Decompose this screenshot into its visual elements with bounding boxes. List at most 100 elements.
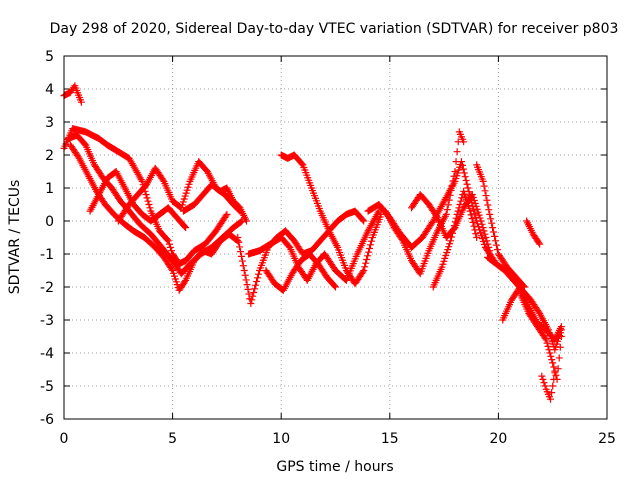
- data-point: [458, 161, 466, 169]
- series-trace-j: [277, 151, 385, 288]
- data-point: [463, 180, 471, 188]
- data-point: [548, 389, 556, 397]
- data-point: [249, 292, 257, 300]
- data-point: [470, 222, 478, 230]
- data-point: [481, 187, 489, 195]
- data-point: [486, 247, 494, 255]
- data-point: [439, 260, 447, 268]
- y-tick-label: -1: [40, 247, 54, 263]
- data-point: [452, 214, 460, 222]
- data-point: [240, 267, 248, 274]
- data-point: [550, 375, 558, 383]
- data-point: [480, 227, 488, 235]
- data-point: [443, 206, 451, 214]
- y-tick-label: 5: [45, 49, 54, 65]
- data-point: [242, 276, 250, 284]
- series-trace-t: [538, 369, 559, 403]
- series-trace-g: [179, 181, 250, 225]
- series-trace-d: [67, 141, 242, 294]
- data-point: [142, 191, 150, 199]
- data-point: [234, 234, 242, 241]
- data-point: [452, 158, 460, 166]
- data-point: [253, 278, 261, 285]
- data-point: [366, 245, 374, 252]
- series-trace-k: [262, 250, 339, 294]
- data-point: [539, 375, 547, 383]
- y-tick-label: -3: [40, 313, 54, 329]
- data-point: [548, 356, 556, 364]
- data-point: [143, 194, 151, 202]
- x-tick-label: 0: [60, 431, 69, 447]
- data-point: [251, 285, 259, 293]
- data-point: [453, 210, 461, 218]
- data-point: [481, 230, 489, 238]
- data-point: [458, 194, 466, 202]
- data-point: [332, 283, 339, 291]
- data-point: [182, 224, 190, 232]
- data-point: [493, 246, 501, 254]
- data-point: [536, 240, 544, 248]
- data-point: [445, 243, 453, 251]
- data-point: [250, 289, 258, 296]
- data-point: [475, 211, 483, 219]
- data-point: [479, 238, 487, 246]
- data-point: [254, 274, 262, 282]
- data-point: [163, 236, 171, 244]
- data-point: [398, 235, 406, 243]
- y-tick-label: -2: [40, 280, 54, 296]
- data-point: [485, 206, 493, 214]
- data-point: [77, 98, 85, 106]
- series-trace-s: [516, 290, 565, 383]
- data-point: [448, 182, 456, 190]
- data-point: [469, 218, 477, 226]
- data-point: [367, 237, 375, 245]
- y-tick-label: -5: [40, 379, 54, 395]
- data-point: [547, 352, 555, 360]
- data-point: [241, 271, 249, 279]
- data-point: [144, 197, 152, 205]
- data-point: [181, 278, 189, 286]
- data-point: [480, 182, 488, 190]
- y-tick-label: 0: [45, 214, 54, 230]
- data-point: [184, 183, 192, 191]
- data-point: [361, 263, 369, 271]
- data-point: [451, 218, 459, 226]
- data-point: [237, 218, 245, 226]
- data-point: [461, 173, 469, 181]
- data-point: [550, 363, 558, 371]
- data-point: [487, 215, 495, 223]
- data-point: [362, 259, 370, 267]
- data-point: [486, 210, 494, 218]
- y-tick-label: 2: [45, 148, 54, 164]
- data-point: [541, 334, 549, 342]
- data-point: [547, 395, 555, 403]
- data-point: [545, 346, 553, 354]
- data-point: [245, 290, 253, 298]
- data-point: [166, 243, 174, 251]
- data-point: [555, 354, 563, 362]
- data-point: [168, 265, 176, 273]
- data-point: [448, 229, 456, 237]
- data-point: [181, 223, 189, 230]
- data-point: [469, 194, 477, 202]
- x-tick-label: 25: [598, 431, 616, 447]
- y-tick-label: -4: [40, 346, 54, 362]
- data-point: [244, 285, 252, 293]
- data-point: [442, 210, 450, 218]
- data-point: [460, 138, 468, 146]
- data-point: [364, 252, 372, 260]
- y-tick-label: 3: [45, 115, 54, 131]
- data-point: [255, 270, 263, 278]
- data-point: [472, 230, 480, 238]
- data-point: [365, 248, 373, 256]
- data-point: [483, 237, 491, 245]
- data-point: [485, 243, 493, 251]
- chart-title: Day 298 of 2020, Sidereal Day-to-day VTE…: [50, 21, 619, 37]
- data-point: [457, 197, 465, 205]
- plot-frame: [63, 55, 608, 420]
- data-point: [484, 240, 492, 248]
- data-point: [360, 267, 368, 274]
- data-point: [472, 202, 480, 210]
- data-point: [145, 201, 153, 208]
- series-trace-o: [429, 187, 481, 291]
